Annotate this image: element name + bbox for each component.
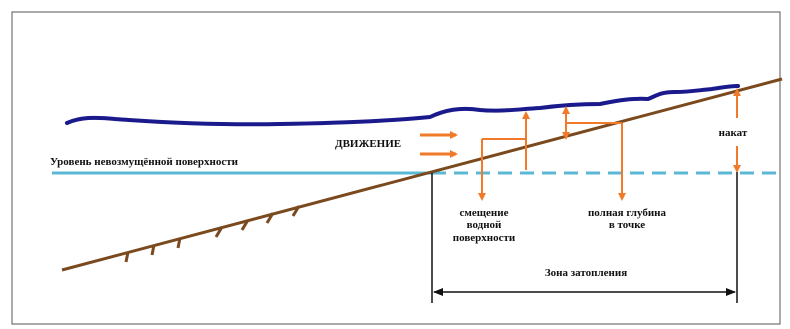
- diagram-frame: [11, 11, 781, 325]
- full-depth-label-line1: полная глубина: [588, 207, 667, 219]
- wave-surface: [65, 84, 740, 127]
- displacement-label-line3: поверхности: [453, 232, 516, 244]
- undisturbed-level-label: Уровень невозмущённой поверхности: [50, 156, 239, 168]
- displacement-label-line1: смещение: [460, 207, 509, 219]
- flood-zone-label: Зона затопления: [545, 267, 627, 279]
- seabed-hatching: [124, 205, 301, 263]
- motion-label: ДВИЖЕНИЕ: [335, 138, 401, 150]
- displacement-label-line2: водной: [467, 219, 502, 231]
- runup-label: накат: [719, 127, 748, 139]
- full-depth-label-line2: в точке: [609, 219, 645, 231]
- seabed-slope: [61, 77, 783, 272]
